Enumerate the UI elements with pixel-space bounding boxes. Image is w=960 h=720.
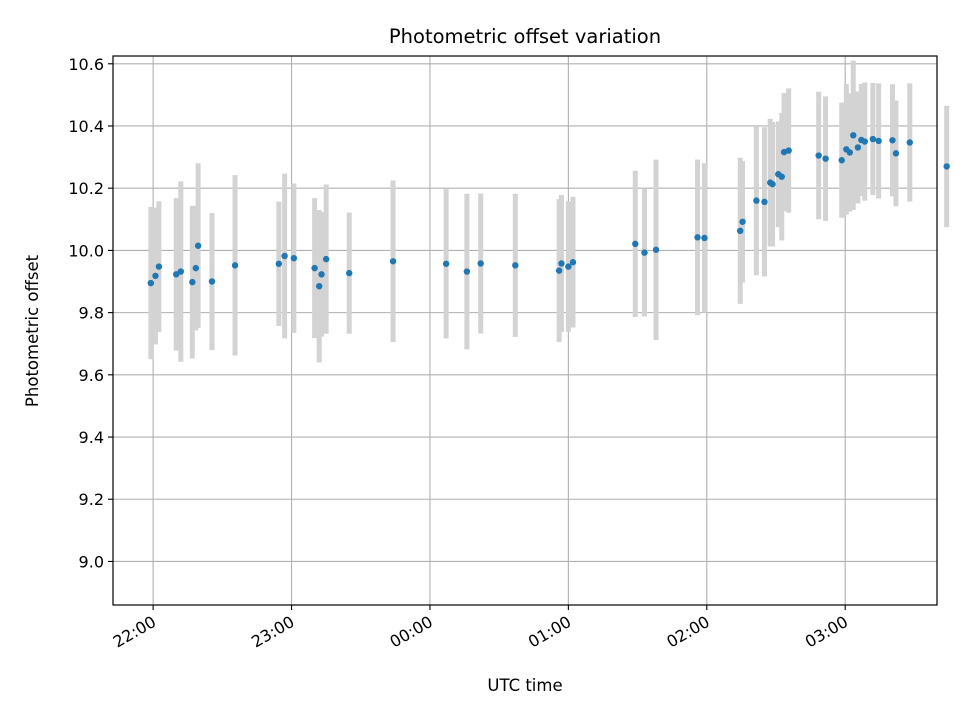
data-point — [906, 139, 913, 146]
x-axis-title: UTC time — [487, 676, 562, 695]
data-point — [231, 262, 239, 269]
y-tick-label: 10.0 — [68, 241, 104, 260]
data-point — [778, 173, 785, 180]
chart-title: Photometric offset variation — [389, 25, 661, 48]
data-point — [889, 137, 896, 144]
data-point — [322, 255, 330, 263]
data-point — [512, 262, 519, 269]
data-point — [389, 258, 397, 265]
data-point — [861, 138, 868, 145]
data-point — [822, 155, 829, 162]
y-tick-label: 9.4 — [79, 428, 104, 447]
data-point — [869, 135, 877, 143]
data-point — [569, 259, 577, 266]
data-point — [290, 254, 298, 262]
y-tick-label: 10.2 — [68, 179, 104, 198]
data-point — [850, 132, 857, 139]
y-axis: 9.0 9.2 9.4 9.6 9.8 10.0 10.2 10.4 10.6 — [68, 55, 113, 571]
y-tick-label: 10.6 — [68, 55, 104, 74]
data-point — [694, 234, 701, 241]
data-point — [192, 264, 200, 272]
data-point — [155, 263, 163, 270]
data-point — [701, 234, 708, 242]
data-point — [753, 197, 760, 204]
data-point — [173, 271, 180, 278]
data-point — [943, 163, 950, 170]
y-axis-title: Photometric offset — [23, 254, 42, 407]
data-point — [565, 263, 572, 270]
y-tick-label: 10.4 — [68, 117, 104, 136]
data-point — [854, 144, 862, 151]
data-point — [875, 137, 882, 145]
data-point — [346, 269, 353, 277]
y-tick-label: 9.6 — [79, 366, 104, 385]
data-point — [318, 271, 325, 278]
data-point — [275, 260, 283, 267]
data-point — [208, 278, 216, 285]
plot-frame — [112, 55, 938, 606]
data-point — [632, 240, 639, 248]
data-point — [311, 264, 318, 272]
data-point — [737, 227, 744, 235]
data-point — [152, 272, 159, 280]
data-point — [739, 218, 746, 225]
data-point — [558, 260, 565, 267]
data-point — [761, 198, 768, 206]
data-point — [194, 242, 202, 249]
y-tick-label: 9.8 — [79, 304, 104, 323]
data-point — [316, 282, 323, 290]
data-point — [846, 149, 854, 156]
data-point — [892, 150, 900, 157]
data-point — [147, 279, 155, 287]
data-point — [838, 157, 845, 164]
y-tick-label: 9.2 — [79, 490, 104, 509]
data-point — [641, 249, 648, 256]
data-point — [463, 268, 471, 275]
data-point — [177, 268, 185, 275]
data-point — [652, 246, 660, 253]
data-point — [189, 278, 196, 286]
data-point — [769, 180, 776, 188]
data-point — [815, 152, 822, 159]
data-point — [555, 267, 563, 274]
data-point — [442, 260, 450, 267]
data-point — [785, 147, 792, 154]
data-point — [477, 260, 484, 267]
y-tick-label: 9.0 — [79, 552, 104, 571]
data-point — [281, 252, 288, 260]
data-points — [147, 132, 950, 290]
